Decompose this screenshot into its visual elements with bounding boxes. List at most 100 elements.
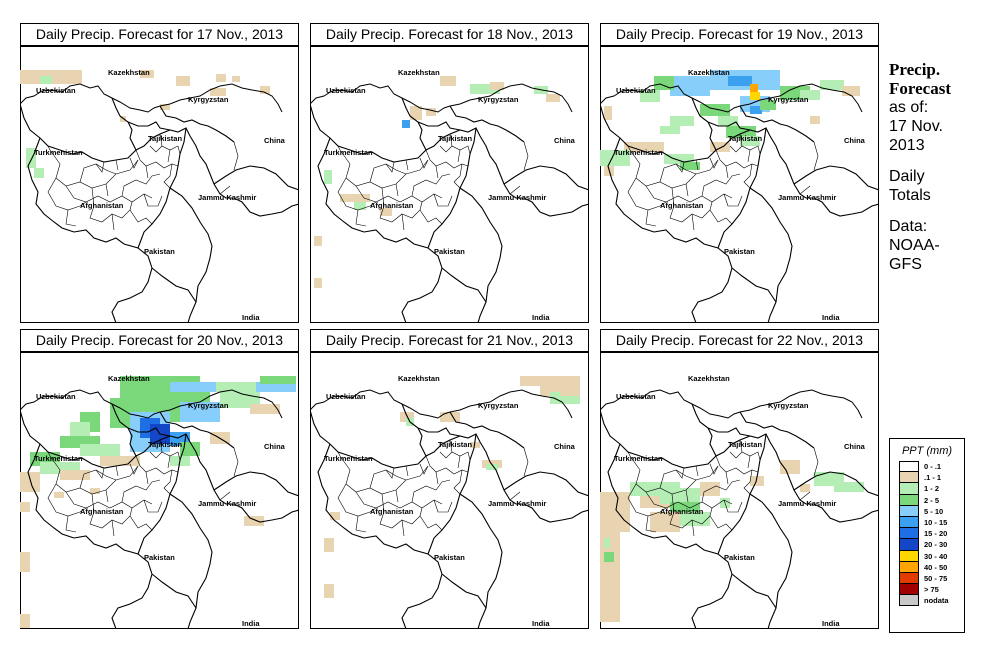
- province-border: [645, 515, 733, 537]
- province-border: [723, 149, 751, 207]
- country-label: Uzbekistan: [326, 392, 366, 401]
- country-border: [111, 573, 153, 629]
- legend-swatch: [899, 472, 919, 484]
- province-border: [675, 159, 729, 179]
- precip-map: Kazekhstan Uzbekistan Kyrgyzstan Tajikistan…: [310, 46, 589, 323]
- country-label: China: [554, 136, 576, 145]
- precip-cell: [750, 106, 762, 114]
- precip-map: Kazekhstan Uzbekistan Kyrgyzstan Tajikistan…: [600, 352, 879, 629]
- country-border: [189, 441, 299, 523]
- country-label: Jammu Kashmir: [778, 193, 836, 202]
- precip-cell: [20, 552, 30, 572]
- country-label: Turkmenistan: [614, 148, 663, 157]
- country-label: Tajikistan: [728, 134, 762, 143]
- country-label: Kyrgyzstan: [768, 95, 809, 104]
- legend-swatch: [899, 528, 919, 540]
- info-line: 2013: [889, 137, 925, 154]
- country-label: China: [264, 136, 286, 145]
- province-border: [105, 173, 161, 197]
- precip-cell: [834, 482, 864, 492]
- province-border: [439, 451, 463, 495]
- country-border: [401, 573, 443, 629]
- province-border: [95, 159, 149, 179]
- legend-label: .1 - 1: [924, 473, 942, 483]
- legend-swatch: [899, 550, 919, 562]
- legend-swatch: [899, 505, 919, 517]
- province-border: [89, 187, 133, 223]
- forecast-panel-day5: Daily Precip. Forecast for 21 Nov., 2013…: [310, 329, 589, 629]
- country-label: China: [554, 442, 576, 451]
- precip-cells: [600, 460, 864, 622]
- legend-swatch: [899, 483, 919, 495]
- precip-cell: [710, 142, 730, 152]
- province-border: [385, 465, 439, 485]
- country-label: Uzbekistan: [616, 86, 656, 95]
- country-label: Jammu Kashmir: [488, 193, 546, 202]
- legend-label: 40 - 50: [924, 562, 948, 572]
- province-border: [49, 149, 139, 189]
- precip-cell: [260, 376, 296, 384]
- province-border: [799, 141, 819, 195]
- precip-cell: [232, 76, 240, 82]
- country-label: Afghanistan: [370, 201, 414, 210]
- province-border: [379, 493, 423, 529]
- legend-label: 50 - 75: [924, 573, 948, 583]
- precip-cell: [780, 460, 800, 474]
- legend-item: 0 - .1: [890, 461, 964, 473]
- precip-cell: [740, 136, 760, 146]
- province-border: [149, 451, 173, 495]
- precip-cell: [426, 108, 436, 116]
- country-label: Tajikistan: [438, 134, 472, 143]
- country-border: [213, 471, 299, 497]
- panel-title: Daily Precip. Forecast for 18 Nov., 2013: [310, 23, 589, 46]
- country-border: [317, 443, 365, 539]
- precip-cell: [120, 116, 126, 122]
- legend-swatch: [899, 584, 919, 596]
- country-border: [441, 267, 487, 323]
- precip-cell: [340, 194, 370, 202]
- province-border: [89, 493, 133, 529]
- legend-label: > 75: [924, 585, 939, 595]
- country-label: Pakistan: [144, 553, 175, 562]
- precip-cell: [20, 472, 40, 492]
- precip-cell: [728, 76, 752, 86]
- legend-swatch: [899, 516, 919, 529]
- country-border: [600, 409, 771, 469]
- info-spacer: [889, 205, 983, 217]
- precip-cell: [180, 402, 220, 422]
- country-border: [159, 105, 235, 143]
- legend-label: 10 - 15: [924, 517, 948, 527]
- precip-cell: [604, 106, 612, 120]
- country-border: [20, 103, 191, 163]
- precip-cell: [160, 104, 170, 110]
- country-border: [691, 267, 733, 323]
- country-label: Pakistan: [434, 553, 465, 562]
- province-border: [729, 145, 753, 189]
- panel-title: Daily Precip. Forecast for 19 Nov., 2013: [600, 23, 879, 46]
- forecast-panel-day6: Daily Precip. Forecast for 22 Nov., 2013…: [600, 329, 879, 629]
- country-border: [127, 427, 171, 437]
- precip-cell: [380, 208, 392, 216]
- province-border: [729, 451, 753, 495]
- country-label: Pakistan: [434, 247, 465, 256]
- province-border: [799, 447, 819, 501]
- country-border: [449, 105, 525, 143]
- province-border: [439, 145, 463, 189]
- province-border: [645, 185, 733, 203]
- precip-cell: [670, 116, 694, 126]
- province-border: [509, 141, 529, 195]
- panel-title: Daily Precip. Forecast for 22 Nov., 2013: [600, 329, 879, 352]
- province-border: [47, 483, 87, 517]
- precip-cell: [180, 442, 200, 456]
- panel-title: Daily Precip. Forecast for 17 Nov., 2013: [20, 23, 299, 46]
- province-border: [65, 515, 153, 537]
- province-border: [669, 493, 713, 529]
- country-label: China: [844, 442, 866, 451]
- country-border: [769, 441, 879, 523]
- country-border: [459, 493, 503, 609]
- country-label: Uzbekistan: [326, 86, 366, 95]
- precip-cell: [216, 74, 226, 82]
- precip-cell: [604, 552, 614, 562]
- country-border: [653, 535, 733, 575]
